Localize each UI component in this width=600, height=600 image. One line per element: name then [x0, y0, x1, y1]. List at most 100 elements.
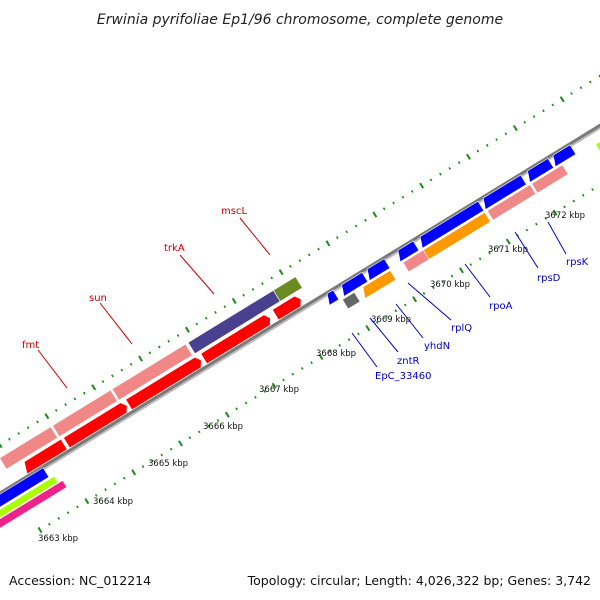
- tick-dot: [505, 238, 511, 245]
- leader-zntR: [369, 317, 399, 353]
- tick-dot: [231, 297, 237, 305]
- gene-blue-1[interactable]: [324, 289, 340, 306]
- gene-fmt-arrow[interactable]: [21, 438, 68, 475]
- gene-blue-5[interactable]: [417, 200, 485, 249]
- tick-dot: [469, 263, 473, 267]
- tick-dot: [36, 420, 39, 424]
- tick-label: 3669 kbp: [371, 315, 411, 325]
- label-fmt: fmt: [22, 340, 39, 351]
- tick-dot: [589, 80, 592, 84]
- gene-blue-8[interactable]: [550, 144, 577, 168]
- tick-dot: [8, 437, 11, 441]
- gene-mscL-box[interactable]: [272, 276, 303, 302]
- tick-dot: [345, 230, 348, 234]
- gene-blue-left[interactable]: [0, 467, 50, 520]
- gene-fmt-box[interactable]: [0, 426, 59, 470]
- tick-dot: [581, 193, 585, 197]
- gene-blue-3[interactable]: [364, 258, 391, 282]
- tick-dot: [329, 349, 332, 353]
- gene-blue-7[interactable]: [524, 157, 555, 183]
- tick-dot: [111, 374, 114, 378]
- gene-sun-arrow[interactable]: [125, 355, 205, 411]
- leader-rpoA: [464, 263, 491, 298]
- gene-rpsD-box[interactable]: [486, 184, 537, 221]
- genome-summary-text: Topology: circular; Length: 4,026,322 bp…: [247, 573, 591, 588]
- tick-dot: [94, 493, 98, 497]
- tick-dot: [466, 153, 471, 160]
- leader-sun: [99, 302, 133, 345]
- tick-dot: [375, 320, 379, 324]
- tick-dot: [176, 334, 180, 337]
- gene-rplQ-box[interactable]: [402, 249, 430, 273]
- tick-label: 3664 kbp: [93, 497, 133, 507]
- tick-dot: [278, 269, 284, 276]
- gene-mscL-arrow[interactable]: [271, 294, 304, 321]
- tick-dot: [57, 516, 61, 520]
- tick-dot: [544, 216, 548, 220]
- gene-magenta-left[interactable]: [0, 479, 68, 535]
- gene-blue-6[interactable]: [480, 174, 527, 211]
- tick-dot: [552, 209, 558, 216]
- tick-dot: [478, 257, 482, 261]
- tick-dot: [291, 372, 295, 376]
- tick-dot: [188, 436, 192, 440]
- tick-label: 3672 kbp: [545, 211, 585, 221]
- gene-zntR-arrow[interactable]: [359, 269, 397, 300]
- tick-dot: [336, 236, 339, 239]
- tick-dot: [160, 453, 164, 457]
- tick-label: 3671 kbp: [488, 245, 528, 255]
- tick-dot: [44, 413, 50, 420]
- tick-dot: [385, 315, 388, 318]
- tick-dot: [422, 292, 426, 295]
- tick-dot: [318, 353, 324, 361]
- tick-dot: [354, 224, 358, 228]
- tick-dot: [244, 401, 248, 405]
- gene-lime-right[interactable]: [595, 112, 600, 155]
- tick-dot: [338, 343, 341, 347]
- tick-dot: [214, 311, 217, 314]
- tick-dot: [542, 109, 545, 113]
- label-rpoA: rpoA: [489, 301, 513, 312]
- tick-dot: [559, 96, 565, 103]
- tick-dot: [365, 324, 371, 332]
- gene-sun2-box[interactable]: [111, 343, 193, 401]
- tick-dot: [17, 432, 21, 435]
- tick-dot: [91, 384, 97, 391]
- label-sun: sun: [89, 293, 107, 304]
- tick-dot: [223, 305, 227, 309]
- tick-dot: [138, 355, 143, 362]
- tick-dot: [535, 222, 538, 226]
- gene-EpC-box[interactable]: [341, 291, 361, 310]
- label-rpsD: rpsD: [537, 273, 561, 284]
- tick-dot: [488, 251, 491, 255]
- gene-blue-4[interactable]: [394, 240, 420, 263]
- accession-text: Accession: NC_012214: [9, 573, 151, 588]
- gene-blue-2[interactable]: [338, 271, 369, 297]
- gene-sun-box[interactable]: [52, 389, 118, 438]
- gene-fmt-hypo-arrow[interactable]: [63, 401, 130, 449]
- tick-dot: [310, 361, 313, 365]
- tick-dot: [207, 424, 210, 428]
- tick-dot: [495, 138, 498, 142]
- tick-dot: [151, 459, 154, 463]
- tick-dot: [158, 345, 161, 349]
- gene-trkA-arrow[interactable]: [200, 313, 274, 365]
- lower-gene-labels: EpC_33460 zntR yhdN rplQ rpoA rpsD rpsK: [351, 221, 589, 382]
- tick-dot: [167, 339, 170, 343]
- tick-dot: [251, 287, 255, 291]
- tick-dot: [84, 498, 90, 505]
- tick-dot: [459, 267, 464, 274]
- tick-dot: [497, 245, 501, 249]
- tick-dot: [457, 161, 461, 165]
- tick-dot: [141, 465, 145, 468]
- tick-dot: [148, 351, 152, 355]
- gene-rpsK-box[interactable]: [531, 164, 569, 194]
- gene-lime-left[interactable]: [0, 475, 59, 527]
- tick-dot: [572, 199, 576, 203]
- tick-label: 3670 kbp: [430, 280, 470, 290]
- tick-dot: [300, 366, 304, 370]
- tick-dot: [271, 382, 277, 389]
- lower-tick-dots: [37, 188, 594, 534]
- tick-dot: [224, 411, 230, 418]
- tick-dot: [563, 205, 566, 209]
